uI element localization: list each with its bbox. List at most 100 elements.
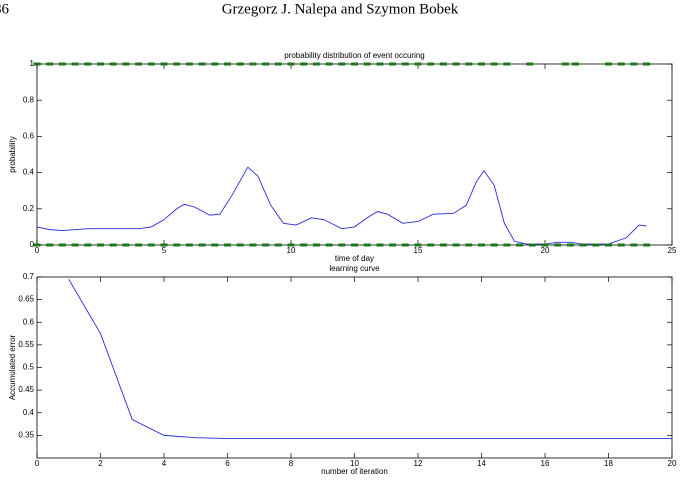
plot-area <box>36 276 673 459</box>
y-axis-label: probability <box>8 136 17 172</box>
x-tick-label: 16 <box>541 459 550 468</box>
event-marker <box>376 243 384 247</box>
event-marker <box>211 243 219 247</box>
event-marker <box>528 243 536 247</box>
event-marker <box>401 243 409 247</box>
x-tick-label: 4 <box>162 459 167 468</box>
x-tick-label: 6 <box>225 459 230 468</box>
event-marker <box>135 62 143 66</box>
event-marker <box>605 243 612 247</box>
x-tick-label: 0 <box>35 246 40 255</box>
event-marker <box>274 62 282 66</box>
event-marker <box>109 62 117 66</box>
event-marker <box>516 243 524 247</box>
event-marker <box>478 243 485 247</box>
event-marker <box>274 243 282 247</box>
event-marker <box>147 62 155 66</box>
x-tick-label: 15 <box>414 246 423 255</box>
authors: Grzegorz J. Nalepa and Szymon Bobek <box>222 1 459 17</box>
event-marker <box>439 243 447 247</box>
event-marker <box>224 243 231 247</box>
event-marker <box>122 243 130 247</box>
event-marker <box>579 243 587 247</box>
event-marker <box>325 243 333 247</box>
x-tick-label: 10 <box>350 459 359 468</box>
page-number: 86 <box>0 1 10 17</box>
event-marker <box>427 243 435 247</box>
event-marker <box>160 243 168 247</box>
y-tick-label: 0.7 <box>23 272 35 281</box>
event-marker <box>490 243 498 247</box>
event-marker <box>84 243 92 247</box>
event-marker <box>503 62 511 66</box>
x-tick-label: 18 <box>604 459 613 468</box>
event-marker <box>630 62 638 66</box>
event-marker <box>389 243 397 247</box>
event-marker <box>135 243 143 247</box>
x-tick-label: 2 <box>98 459 103 468</box>
event-marker <box>97 62 104 66</box>
event-marker <box>160 62 168 66</box>
event-marker <box>617 62 625 66</box>
x-tick-label: 8 <box>289 459 294 468</box>
event-marker <box>262 62 270 66</box>
event-marker <box>122 62 130 66</box>
event-marker <box>452 243 460 247</box>
event-marker <box>452 62 460 66</box>
event-marker <box>414 243 422 247</box>
x-tick-label: 20 <box>668 459 677 468</box>
event-marker <box>561 62 569 66</box>
y-tick-label: 0 <box>30 240 35 249</box>
y-tick-label: 0.4 <box>23 408 35 417</box>
chart-title: probability distribution of event occuri… <box>284 51 425 60</box>
event-marker <box>439 62 447 66</box>
event-marker <box>33 62 41 66</box>
y-tick-label: 0.6 <box>23 317 35 326</box>
event-marker <box>351 62 358 66</box>
event-marker <box>287 62 295 66</box>
data-line <box>68 279 672 439</box>
event-marker <box>173 62 181 66</box>
plot-area <box>36 63 673 246</box>
event-marker <box>312 62 320 66</box>
y-tick-label: 0.4 <box>23 168 35 177</box>
event-marker <box>97 243 104 247</box>
event-marker <box>236 243 244 247</box>
x-tick-label: 14 <box>477 459 486 468</box>
event-marker <box>351 243 358 247</box>
event-marker <box>224 62 231 66</box>
event-marker <box>617 243 625 247</box>
event-marker <box>71 62 79 66</box>
event-marker <box>46 243 54 247</box>
event-marker <box>147 243 155 247</box>
data-line <box>36 166 647 245</box>
event-marker <box>249 62 257 66</box>
x-tick-label: 0 <box>35 459 40 468</box>
chart-title: learning curve <box>329 264 380 273</box>
y-tick-label: 0.8 <box>23 95 35 104</box>
y-tick-label: 0.6 <box>23 132 35 141</box>
event-marker <box>414 62 422 66</box>
y-tick-label: 0.65 <box>18 295 34 304</box>
event-marker <box>490 62 498 66</box>
event-marker <box>630 243 638 247</box>
event-marker <box>605 62 612 66</box>
y-tick-label: 1 <box>30 59 35 68</box>
event-marker <box>173 243 181 247</box>
event-marker <box>338 62 346 66</box>
event-marker <box>526 62 534 66</box>
event-marker <box>33 243 41 247</box>
event-marker <box>363 62 371 66</box>
event-marker <box>503 243 511 247</box>
event-marker <box>338 243 346 247</box>
y-tick-label: 0.5 <box>23 363 35 372</box>
event-marker <box>541 243 549 247</box>
event-marker <box>236 62 244 66</box>
event-marker <box>71 243 79 247</box>
event-marker <box>262 243 270 247</box>
event-marker <box>300 62 308 66</box>
y-tick-label: 0.45 <box>18 385 34 394</box>
x-axis-label: number of iteration <box>321 467 388 476</box>
event-marker <box>185 243 193 247</box>
